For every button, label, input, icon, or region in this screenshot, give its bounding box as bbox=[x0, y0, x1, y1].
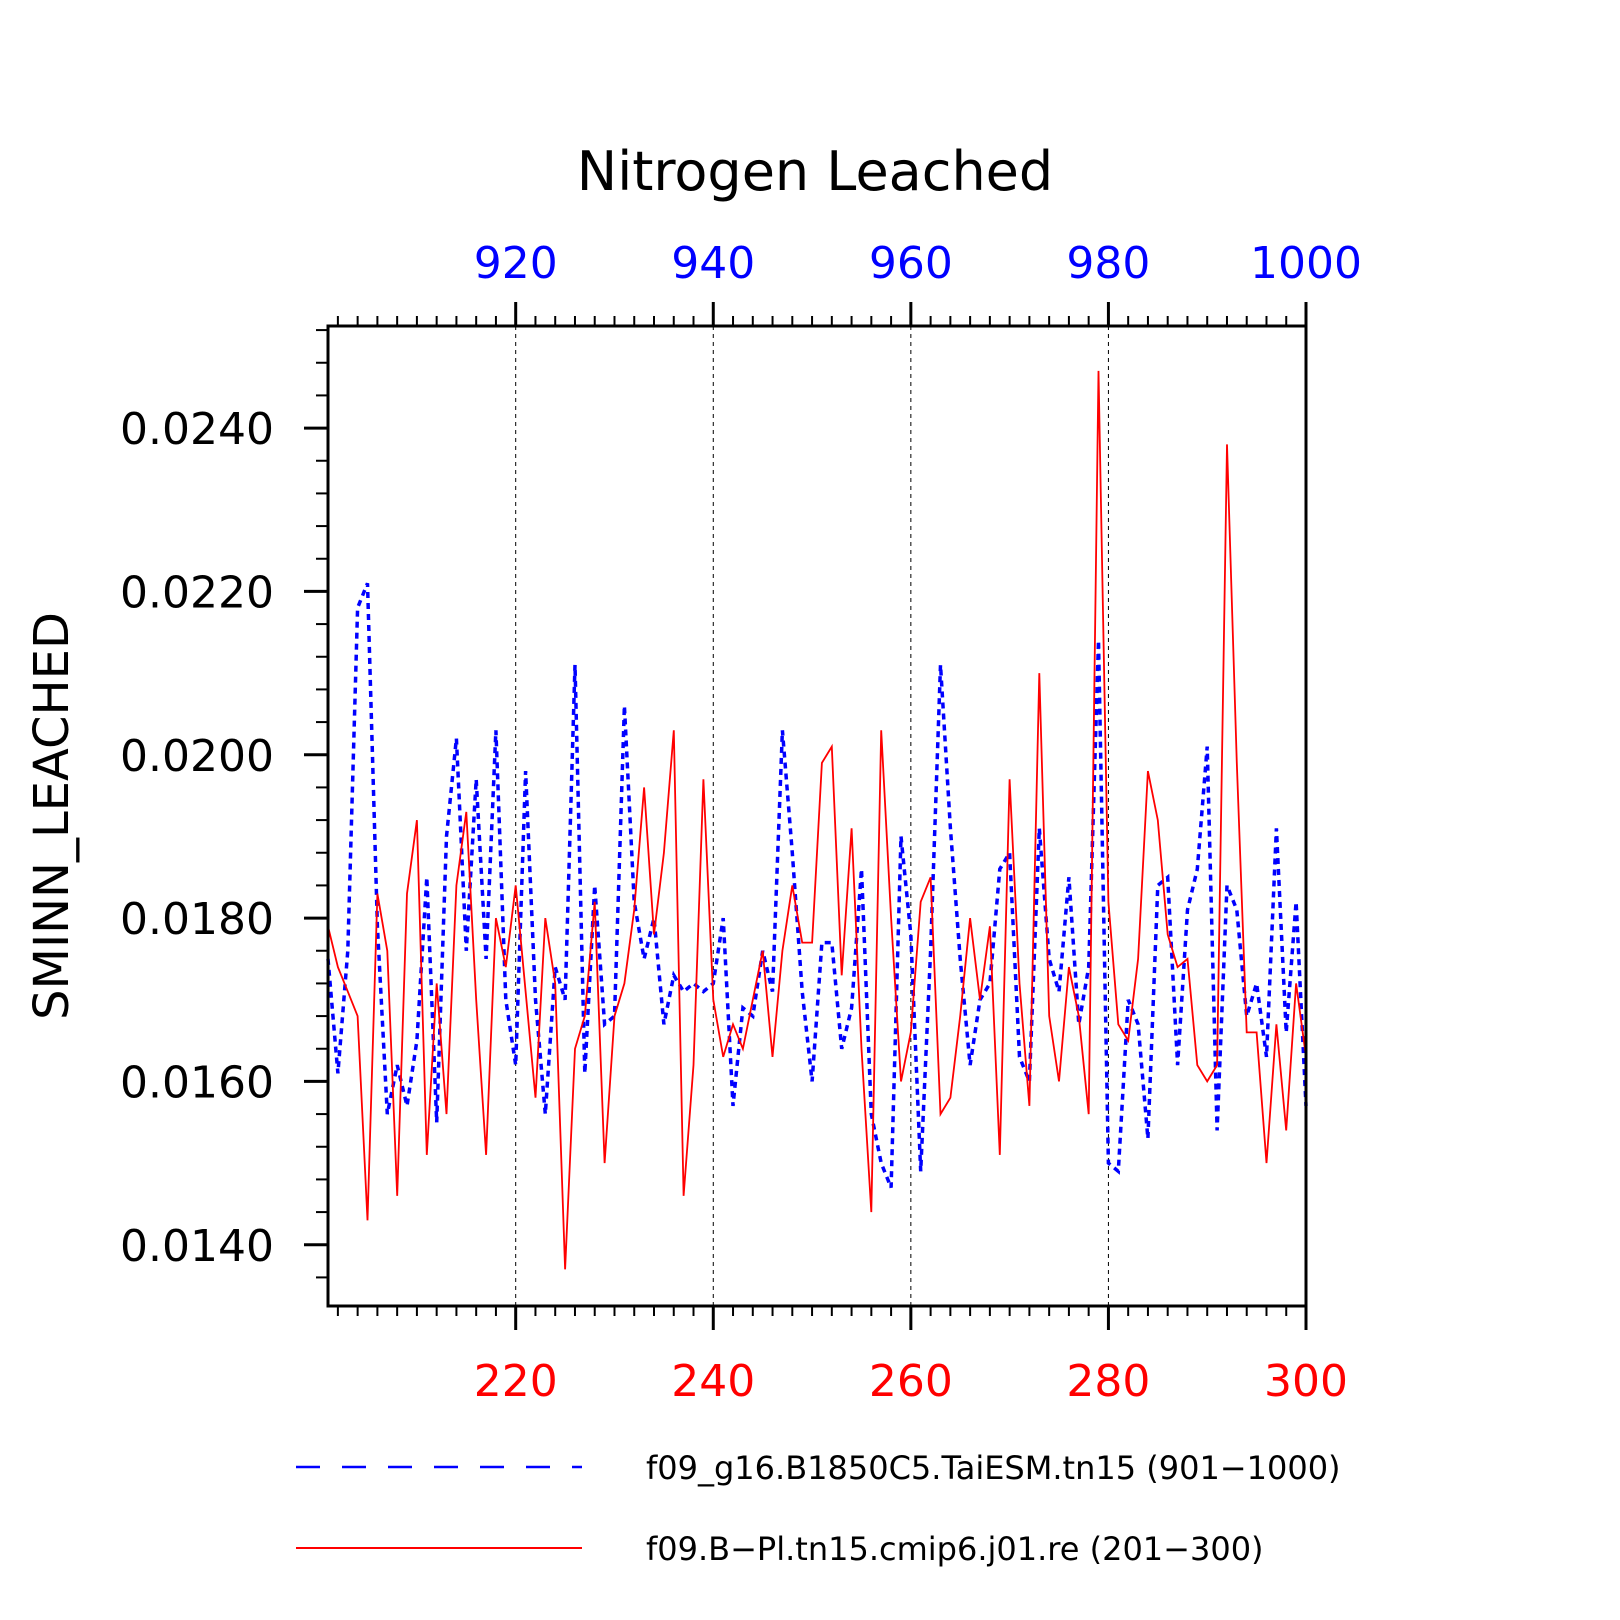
y-tick-label: 0.0140 bbox=[120, 1221, 274, 1272]
x-bottom-tick-label: 300 bbox=[1264, 1356, 1348, 1407]
x-bottom-tick-label: 280 bbox=[1066, 1356, 1150, 1407]
x-top-tick-label: 940 bbox=[671, 238, 755, 289]
y-tick-label: 0.0200 bbox=[120, 731, 274, 782]
series-line-cmip6 bbox=[327, 370, 1307, 1270]
series-line-taiesm bbox=[326, 582, 1308, 1189]
x-top-tick-label: 1000 bbox=[1250, 238, 1362, 289]
x-top-tick-label: 920 bbox=[474, 238, 558, 289]
legend: f09_g16.B1850C5.TaiESM.tn15 (901−1000) f… bbox=[296, 1449, 1341, 1568]
x-bottom-tick-label: 240 bbox=[671, 1356, 755, 1407]
legend-label-taiesm: f09_g16.B1850C5.TaiESM.tn15 (901−1000) bbox=[646, 1449, 1341, 1487]
legend-label-cmip6: f09.B−Pl.tn15.cmip6.j01.re (201−300) bbox=[646, 1530, 1264, 1568]
data-series bbox=[326, 370, 1308, 1270]
chart-title: Nitrogen Leached bbox=[577, 140, 1053, 203]
plot-frame bbox=[326, 324, 1308, 1308]
axes: 220 240 260 280 300 920 940 960 980 1000 0.0140 0.0… bbox=[120, 238, 1362, 1407]
y-tick-label: 0.0160 bbox=[120, 1057, 274, 1108]
x-top-tick-label: 980 bbox=[1066, 238, 1150, 289]
x-bottom-tick-label: 220 bbox=[474, 1356, 558, 1407]
x-top-tick-label: 960 bbox=[869, 238, 953, 289]
x-bottom-tick-label: 260 bbox=[869, 1356, 953, 1407]
y-tick-label: 0.0240 bbox=[120, 404, 274, 455]
y-tick-label: 0.0220 bbox=[120, 567, 274, 618]
y-axis-label: SMINN_LEACHED bbox=[24, 612, 80, 1020]
y-tick-label: 0.0180 bbox=[120, 894, 274, 945]
